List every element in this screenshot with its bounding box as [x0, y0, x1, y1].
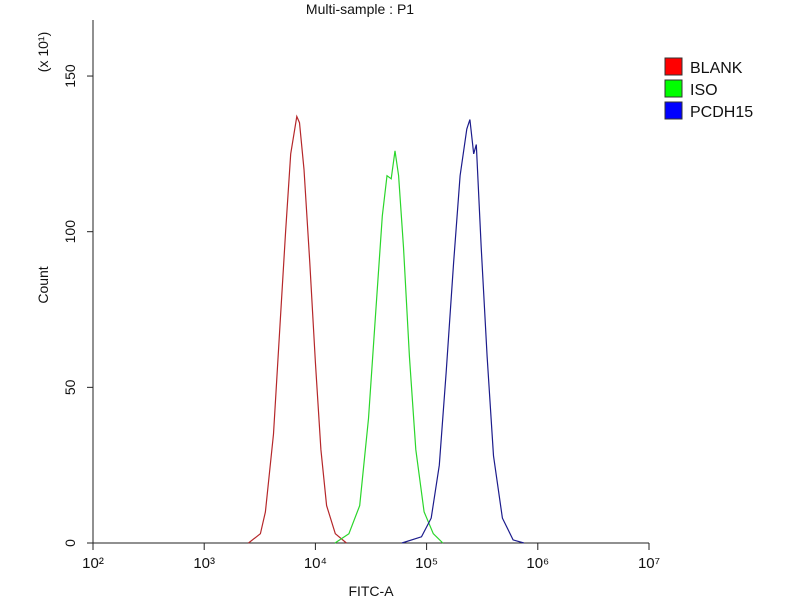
y-tick-label: 0 — [62, 539, 78, 547]
x-tick-label: 10⁷ — [638, 555, 660, 572]
x-tick-label: 10⁵ — [415, 555, 438, 572]
legend-swatch — [664, 57, 683, 76]
histogram-curve — [401, 119, 525, 544]
x-tick-label: 10⁶ — [526, 555, 549, 572]
x-tick-label: 10² — [82, 555, 104, 572]
x-tick-label: 10⁴ — [304, 555, 327, 572]
legend-label: BLANK — [690, 60, 743, 77]
y-tick-label: 50 — [62, 379, 78, 395]
y-multiplier: (x 10¹) — [35, 32, 51, 72]
legend-label: PCDH15 — [690, 104, 753, 121]
legend-swatch — [664, 101, 683, 120]
y-tick-label: 100 — [62, 220, 78, 244]
histogram-curve — [248, 114, 347, 544]
y-axis-label: Count — [35, 266, 51, 303]
chart-title: Multi-sample : P1 — [306, 1, 414, 17]
histogram-curve — [334, 150, 444, 544]
legend-label: ISO — [690, 82, 718, 99]
x-axis-label: FITC-A — [348, 583, 394, 599]
legend-swatch — [664, 79, 683, 98]
y-tick-label: 150 — [62, 64, 78, 88]
x-tick-label: 10³ — [193, 555, 215, 572]
